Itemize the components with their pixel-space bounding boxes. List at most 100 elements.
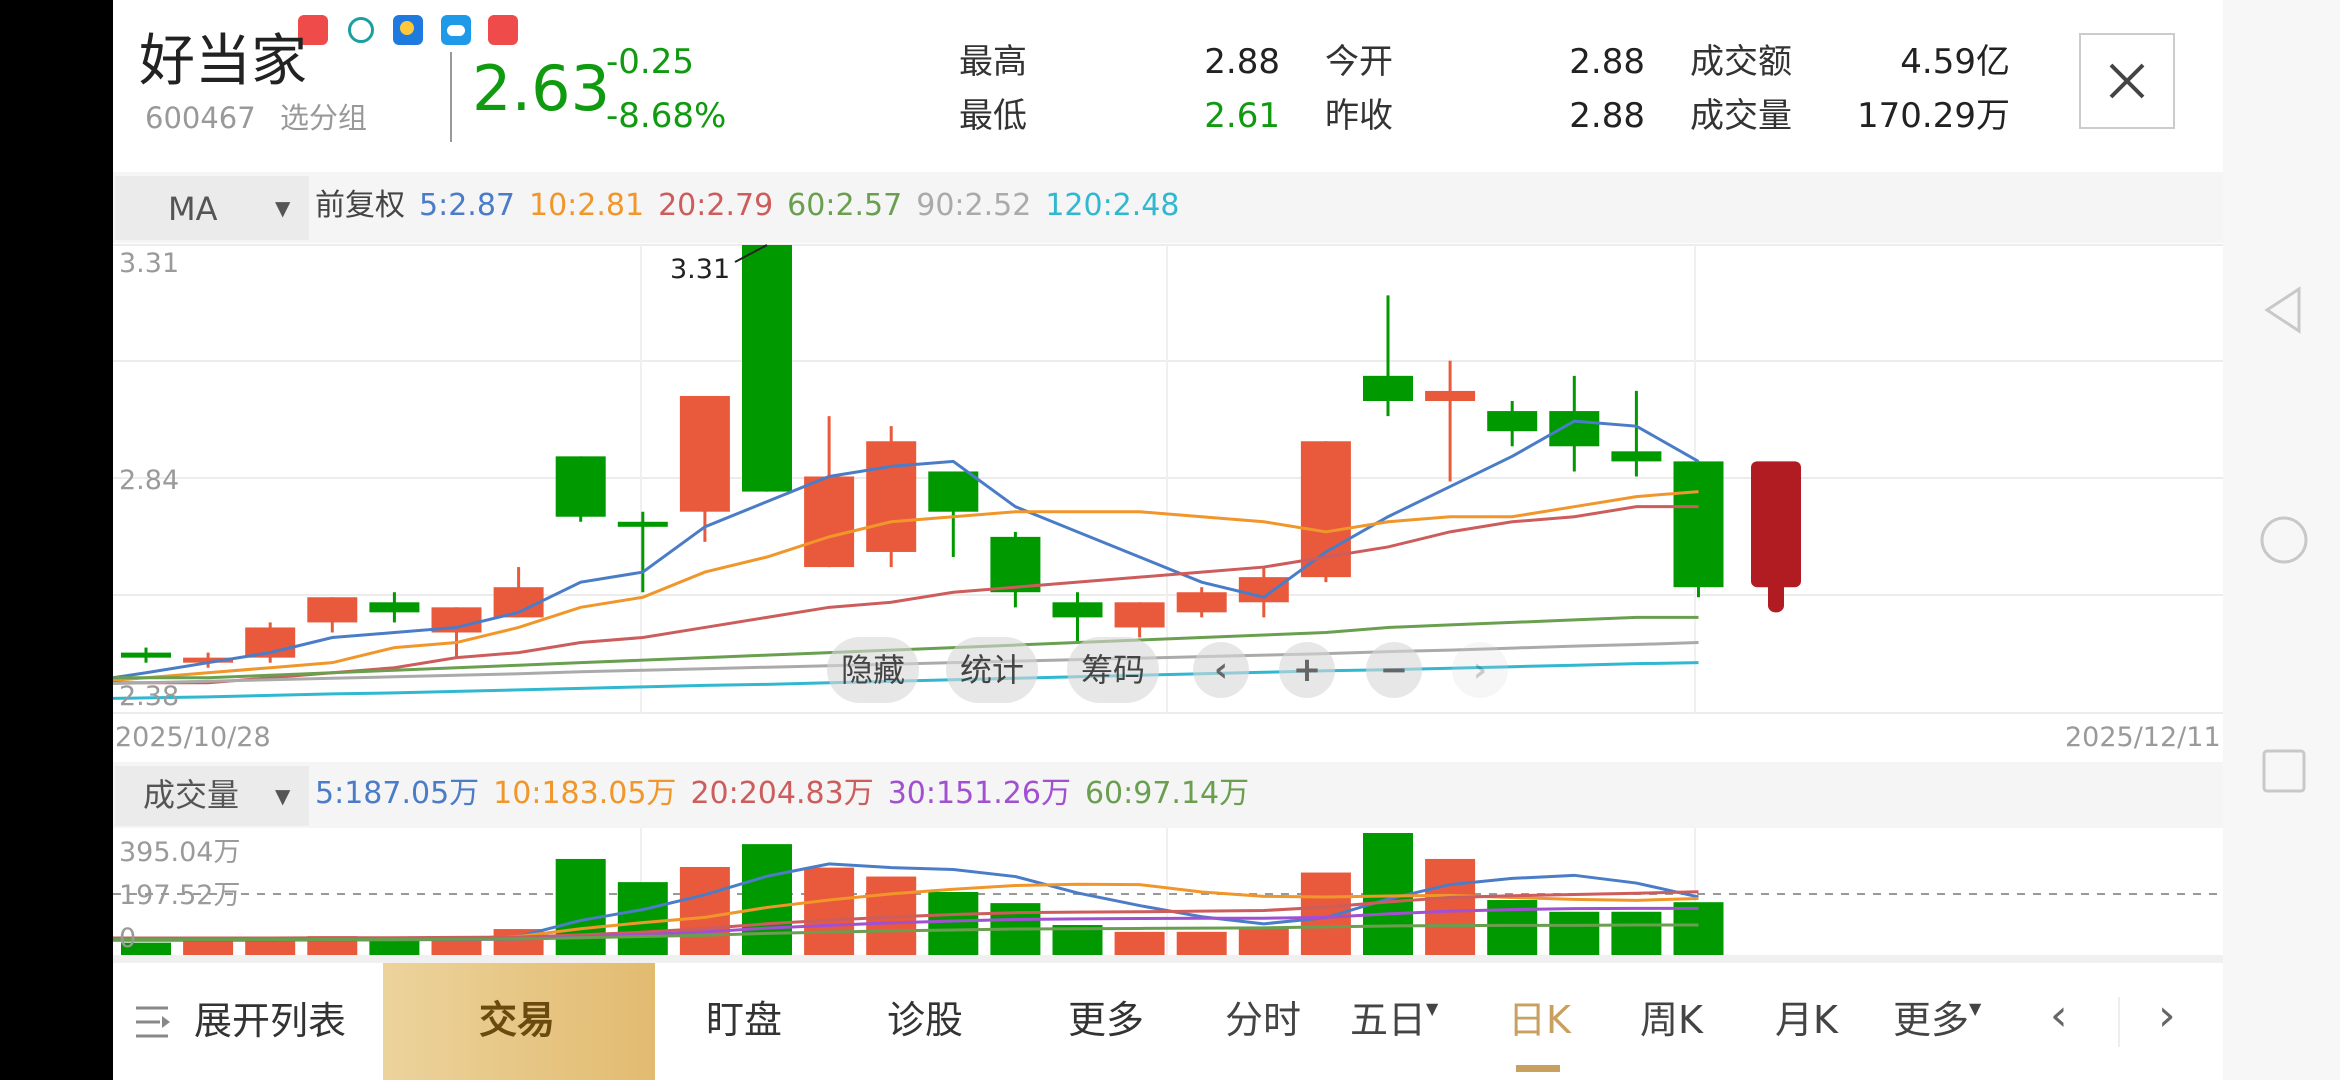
- period-tab-intraday[interactable]: 分时: [1225, 998, 1302, 1042]
- volume-bar: [245, 939, 296, 955]
- trade-label: 交易: [479, 998, 556, 1042]
- recents-square-icon[interactable]: [2261, 748, 2307, 794]
- period-tab-five-day[interactable]: 五日▼: [1350, 998, 1439, 1042]
- max-annotation-line: [734, 244, 768, 263]
- stat-value-open: 2.88: [1569, 42, 1645, 82]
- volume-ma-line-60: [113, 923, 1699, 942]
- ma-indicator-bar: [113, 172, 2223, 243]
- huawei-appgallery-icon: [488, 15, 518, 45]
- volume-bar: [928, 891, 979, 955]
- vol-ma5-value: 5:187.05万: [315, 776, 480, 811]
- current-price: 2.63: [472, 52, 611, 125]
- stat-value-low: 2.61: [1204, 96, 1280, 136]
- volume-bar: [1611, 911, 1662, 955]
- stat-label-turnover: 成交额: [1690, 42, 1792, 82]
- candle-body: [679, 395, 730, 512]
- system-nav-bar: [2223, 0, 2340, 1080]
- active-tab-indicator: [1516, 1065, 1560, 1072]
- volume-selector[interactable]: 成交量 ▼: [115, 766, 309, 826]
- x-end-date: 2025/12/11: [2065, 722, 2221, 753]
- volume-bar: [1114, 931, 1165, 955]
- signal-icon: [348, 17, 374, 43]
- vol-ma30-value: 30:151.26万: [887, 776, 1071, 811]
- candle-body: [1487, 411, 1538, 432]
- more-button[interactable]: 更多: [1068, 998, 1145, 1042]
- volume-bar: [431, 937, 482, 955]
- stat-label-open: 今开: [1325, 42, 1393, 82]
- list-expand-icon: [136, 1006, 170, 1038]
- ma5-value: 5:2.87: [419, 188, 515, 223]
- y-tick-mid: 2.84: [119, 465, 180, 496]
- period-tab-daily[interactable]: 日K: [1508, 998, 1571, 1042]
- stat-label-prev-close: 昨收: [1325, 96, 1393, 136]
- chart-prev-button[interactable]: ‹: [1193, 642, 1249, 698]
- vol-ma10-value: 10:183.05万: [493, 776, 677, 811]
- cloud-icon: [441, 15, 471, 45]
- candle-body: [1673, 461, 1724, 588]
- stat-value-volume: 170.29万: [1857, 96, 2010, 136]
- volume-legend: 5:187.05万 10:183.05万 20:204.83万 30:151.2…: [315, 779, 1249, 809]
- statistics-button[interactable]: 统计: [946, 637, 1038, 703]
- stat-label-volume: 成交量: [1690, 96, 1792, 136]
- trade-button[interactable]: 交易: [383, 963, 655, 1080]
- watch-button[interactable]: 盯盘: [706, 998, 783, 1042]
- ma-selector-label: MA: [168, 190, 218, 228]
- diagnose-button[interactable]: 诊股: [887, 998, 964, 1042]
- price-change-pct: -8.68%: [606, 96, 727, 136]
- expand-list-label: 展开列表: [194, 999, 347, 1043]
- volume-bar: [617, 882, 668, 955]
- period-tab-five-day-label: 五日: [1350, 998, 1427, 1042]
- home-circle-icon[interactable]: [2259, 515, 2309, 565]
- ma-selector[interactable]: MA ▼: [115, 176, 309, 240]
- projection-candle: [1751, 461, 1801, 588]
- volume-indicator-bar: [113, 762, 2223, 828]
- hide-button[interactable]: 隐藏: [827, 637, 919, 703]
- dropdown-arrow-icon: ▼: [1969, 999, 1982, 1018]
- close-button[interactable]: [2079, 33, 2175, 129]
- chips-button[interactable]: 筹码: [1067, 637, 1159, 703]
- huawei-appgallery-icon: [298, 15, 328, 45]
- volume-selector-label: 成交量: [143, 776, 240, 814]
- volume-bar: [121, 942, 171, 955]
- ma60-value: 60:2.57: [787, 188, 903, 223]
- volume-bar: [804, 867, 855, 955]
- tabs-prev-button[interactable]: ‹: [2050, 990, 2068, 1041]
- stat-value-prev-close: 2.88: [1569, 96, 1645, 136]
- stat-value-turnover: 4.59亿: [1900, 42, 2010, 82]
- volume-bar: [679, 866, 730, 955]
- period-tab-more-label: 更多: [1893, 998, 1970, 1042]
- zoom-in-button[interactable]: +: [1279, 642, 1335, 698]
- panel-divider: [113, 955, 2223, 963]
- period-tab-more[interactable]: 更多▼: [1893, 998, 1982, 1042]
- vol-ma60-value: 60:97.14万: [1084, 776, 1250, 811]
- stat-label-high: 最高: [959, 42, 1027, 82]
- close-icon: [2109, 63, 2145, 99]
- volume-bar: [1425, 858, 1476, 955]
- select-group-button[interactable]: 选分组: [280, 101, 368, 135]
- stat-value-high: 2.88: [1204, 42, 1280, 82]
- ma90-value: 90:2.52: [916, 188, 1032, 223]
- candle-body: [1114, 602, 1165, 628]
- candle-body: [369, 602, 420, 613]
- dropdown-arrow-icon: ▼: [275, 196, 291, 220]
- candle-body: [990, 536, 1041, 593]
- adjust-mode-button[interactable]: 前复权: [315, 188, 405, 223]
- vol-tick-zero: 0: [119, 923, 137, 954]
- candle-body: [121, 652, 171, 658]
- weather-icon: [393, 15, 423, 45]
- period-tab-monthly[interactable]: 月K: [1775, 998, 1838, 1042]
- ma-line-5: [112, 419, 1700, 680]
- chart-next-button[interactable]: ›: [1452, 642, 1508, 698]
- vol-ma20-value: 20:204.83万: [690, 776, 874, 811]
- period-tab-weekly[interactable]: 周K: [1640, 998, 1703, 1042]
- y-tick-top: 3.31: [119, 248, 180, 279]
- candle-body: [1611, 451, 1662, 462]
- back-triangle-icon[interactable]: [2263, 285, 2303, 335]
- candle-body: [804, 476, 855, 568]
- ma-legend: 前复权 5:2.87 10:2.81 20:2.79 60:2.57 90:2.…: [315, 191, 1179, 221]
- tabs-separator: [2118, 997, 2120, 1047]
- zoom-out-button[interactable]: −: [1366, 642, 1422, 698]
- dropdown-arrow-icon: ▼: [1426, 999, 1439, 1018]
- tabs-next-button[interactable]: ›: [2158, 990, 2176, 1041]
